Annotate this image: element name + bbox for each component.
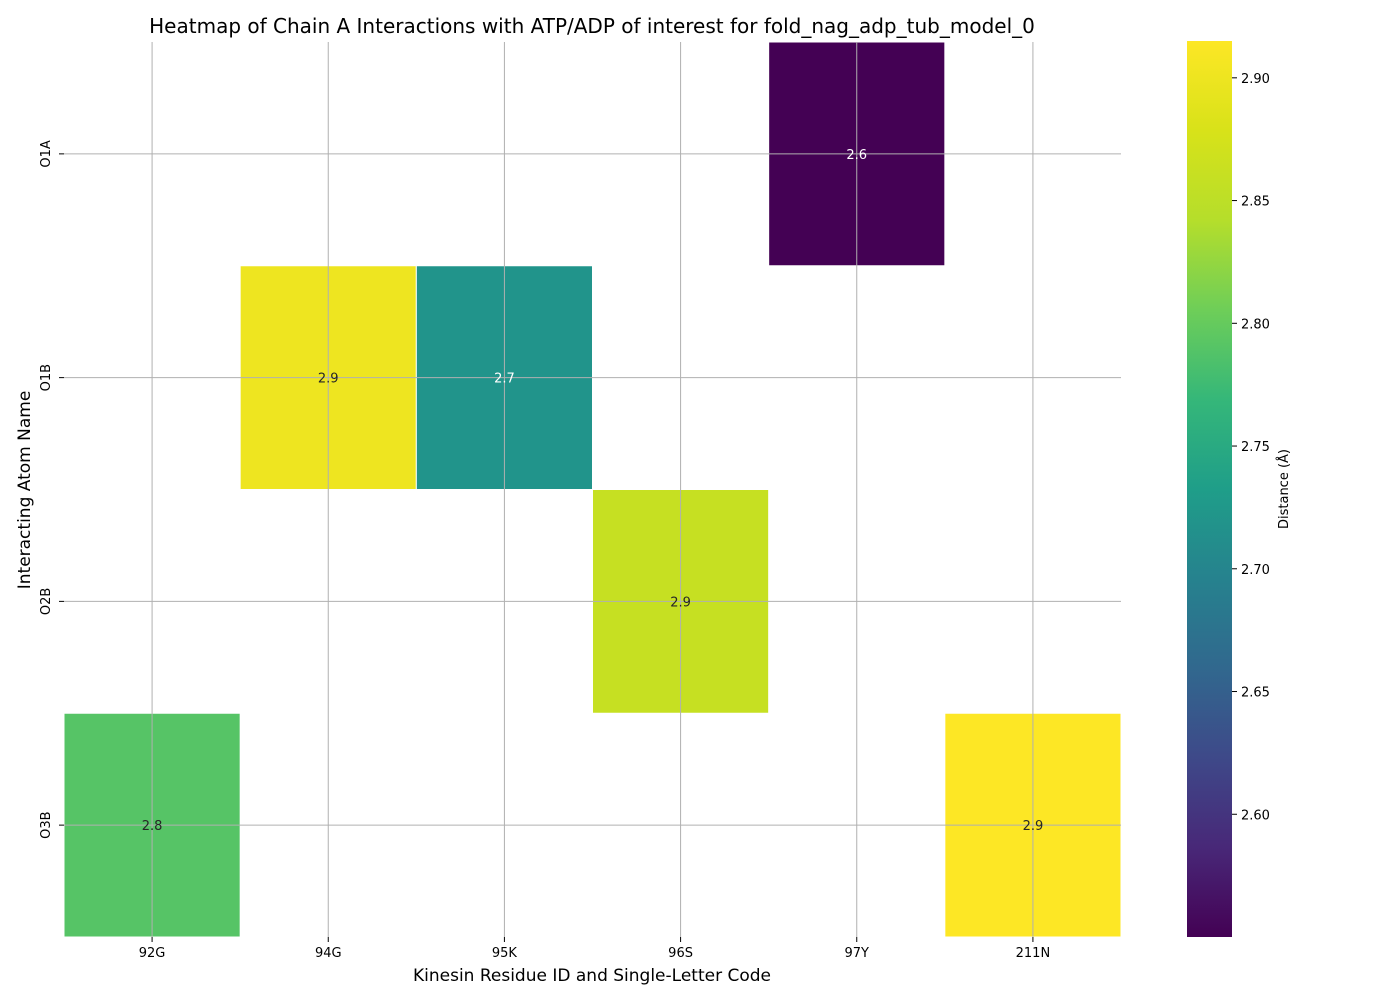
y-tick-label: O1B <box>39 364 54 391</box>
colorbar-tick-label: 2.60 <box>1241 808 1270 823</box>
colorbar-tick-label: 2.90 <box>1241 72 1270 87</box>
colorbar-tick-label: 2.85 <box>1241 195 1270 210</box>
x-tick-label: 94G <box>315 946 342 961</box>
cell-value-label: 2.8 <box>142 819 163 834</box>
x-tick-label: 92G <box>139 946 166 961</box>
chart-title: Heatmap of Chain A Interactions with ATP… <box>149 14 1035 38</box>
y-axis-label: Interacting Atom Name <box>15 391 35 590</box>
heatmap-cells <box>63 41 1122 938</box>
x-tick-label: 211N <box>1016 946 1051 961</box>
cell-labels: 2.6 2.9 2.7 2.9 2.8 2.9 <box>142 148 1044 834</box>
colorbar-tick-label: 2.65 <box>1241 686 1270 701</box>
colorbar-tick-label: 2.70 <box>1241 563 1270 578</box>
x-tick-label: 97Y <box>845 946 870 961</box>
colorbar-tick-label: 2.80 <box>1241 317 1270 332</box>
x-axis-ticks: 92G 94G 95K 96S 97Y 211N <box>139 937 1050 961</box>
colorbar-label: Distance (Å) <box>1276 449 1292 529</box>
colorbar <box>1187 41 1232 937</box>
cell-value-label: 2.7 <box>494 372 515 387</box>
cell-value-label: 2.9 <box>670 595 691 610</box>
cell-value-label: 2.6 <box>846 148 867 163</box>
x-tick-label: 96S <box>668 946 693 961</box>
cell-value-label: 2.9 <box>1023 819 1044 834</box>
y-axis-ticks: O1A O1B O2B O3B <box>39 140 64 839</box>
x-tick-label: 95K <box>492 946 518 961</box>
y-tick-label: O1A <box>39 140 54 168</box>
x-axis-label: Kinesin Residue ID and Single-Letter Cod… <box>413 966 771 986</box>
y-tick-label: O3B <box>39 811 54 838</box>
grid-lines <box>64 42 1121 937</box>
cell-value-label: 2.9 <box>318 372 339 387</box>
colorbar-tick-label: 2.75 <box>1241 440 1270 455</box>
colorbar-ticks: 2.60 2.65 2.70 2.75 2.80 2.85 2.90 <box>1232 72 1270 823</box>
y-tick-label: O2B <box>39 588 54 615</box>
